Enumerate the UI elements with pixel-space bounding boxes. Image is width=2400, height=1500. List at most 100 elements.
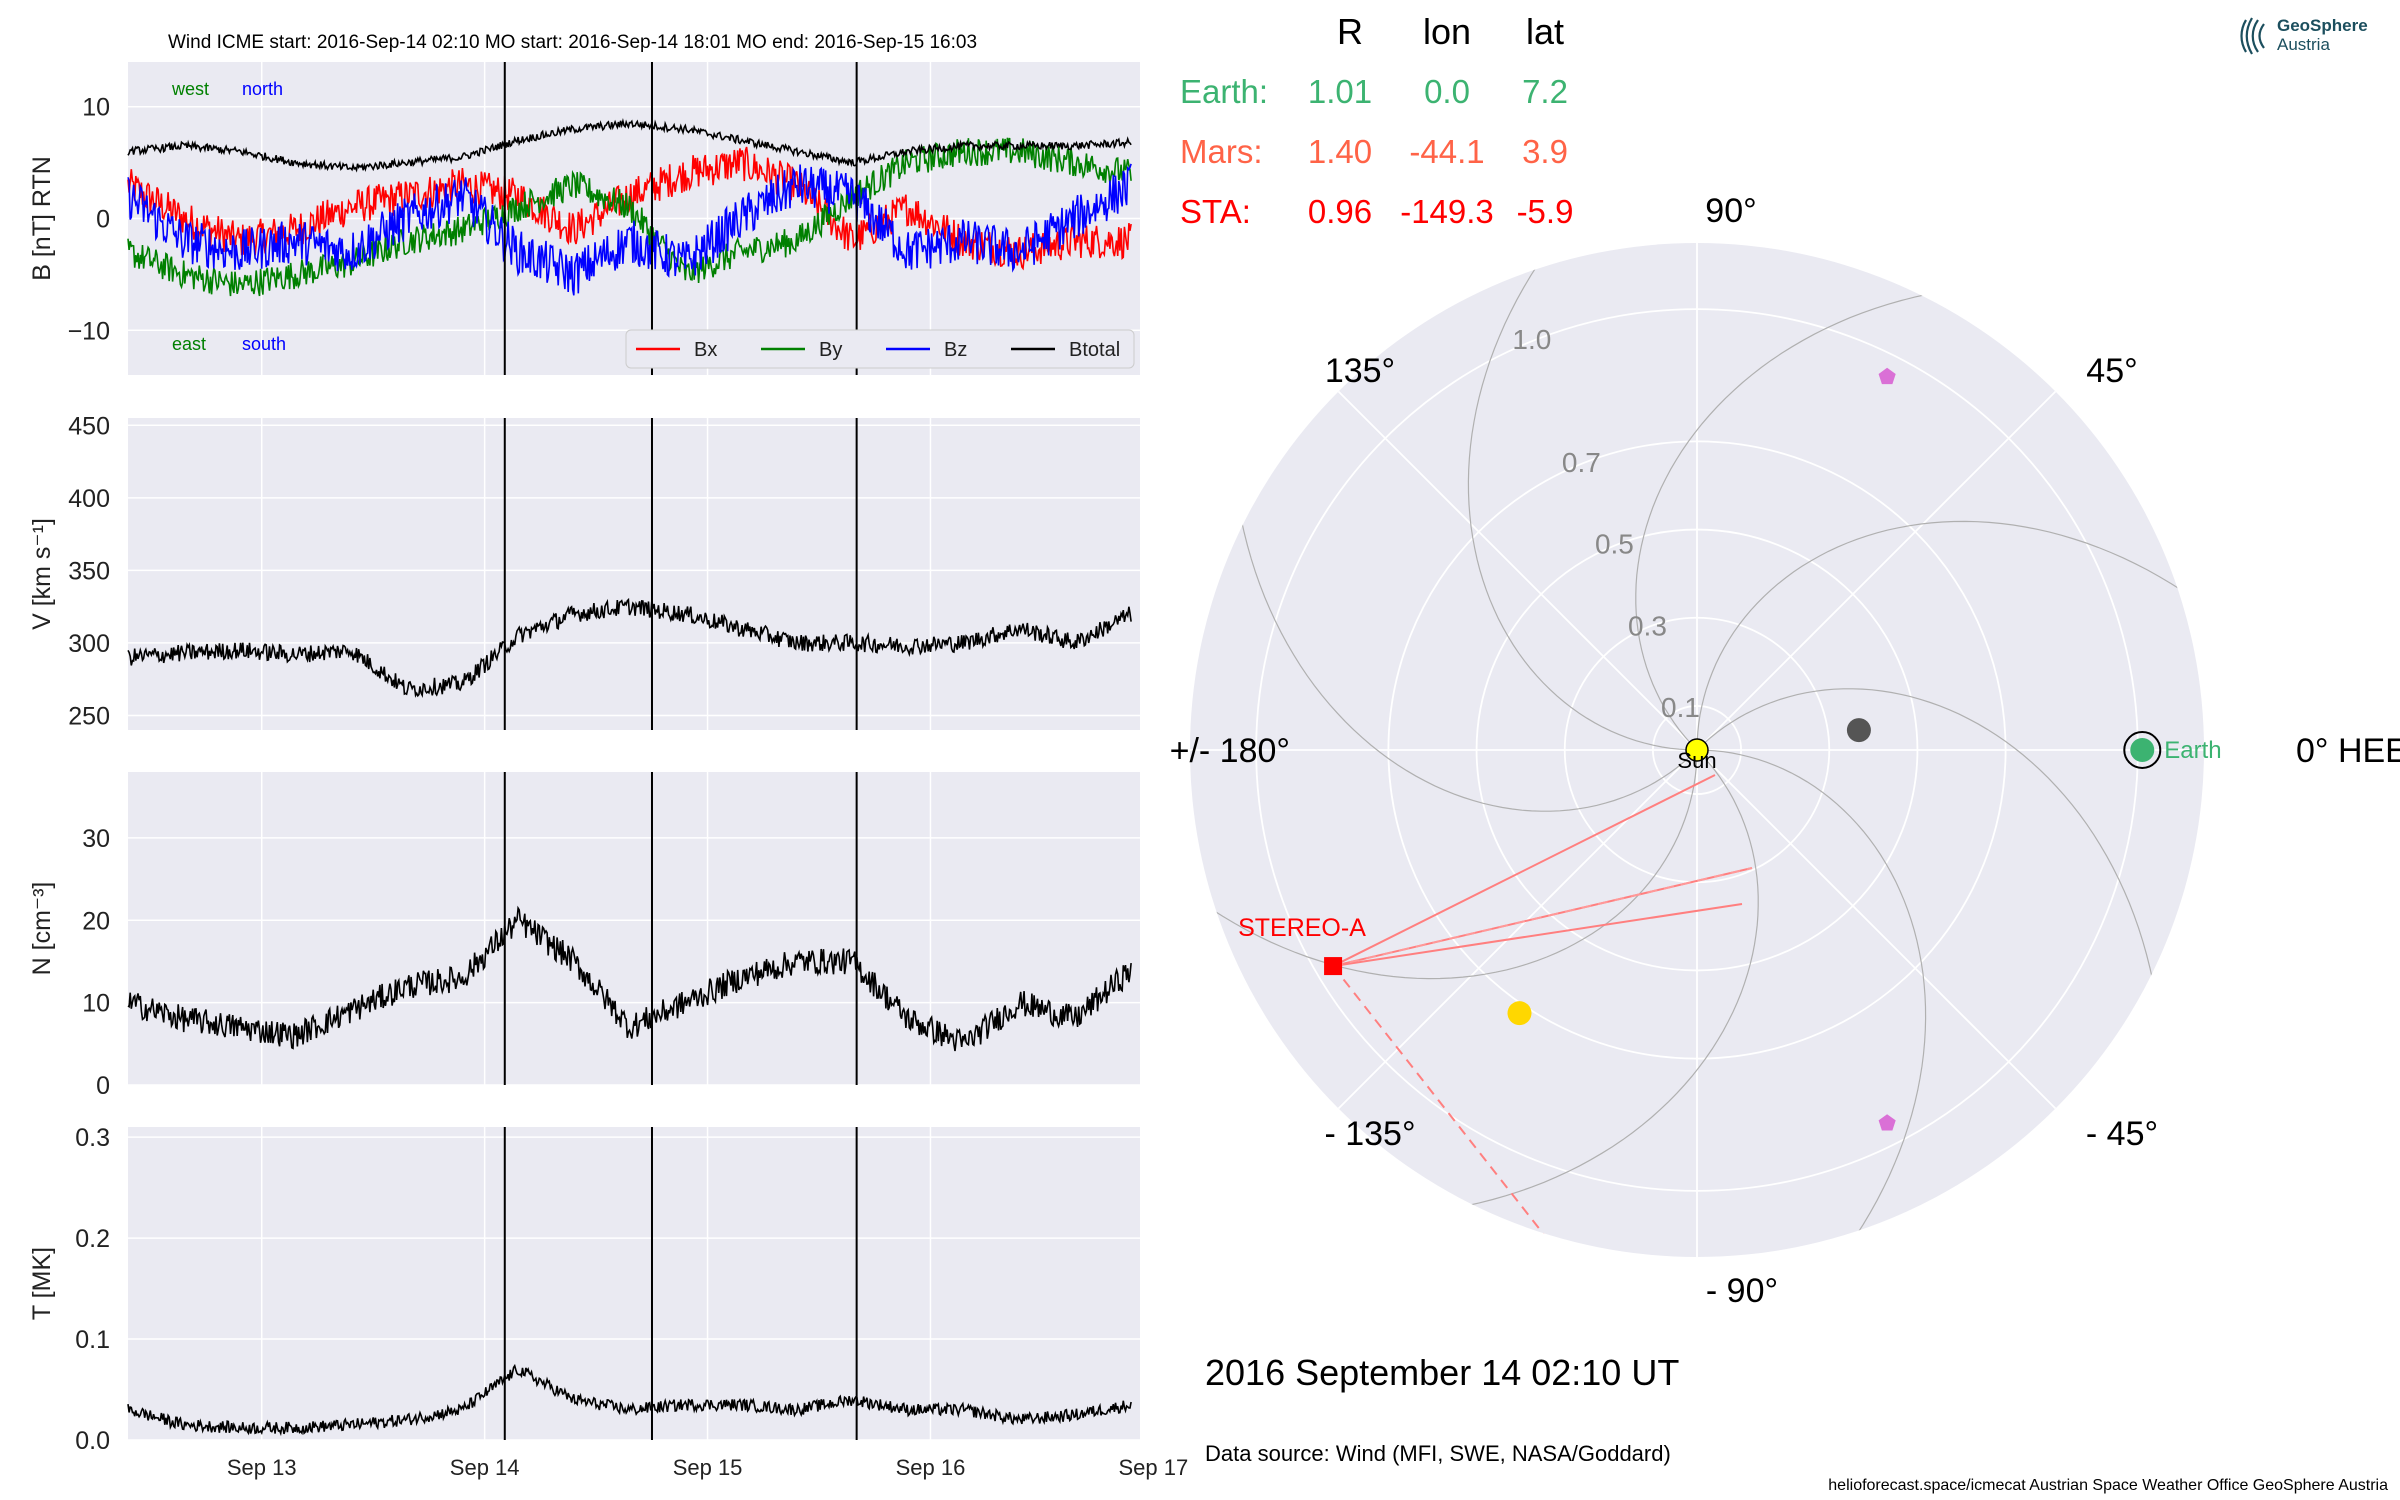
- series-line-bz: [127, 163, 1132, 296]
- radial-tick-label: 0.1: [1661, 692, 1700, 723]
- y-tick-label: 10: [82, 990, 110, 1018]
- polar-orbit-plot: 0.1 0.3 0.5 0.7 1.0 0° HEEQ 45° 90° 135° +/- 180°…: [1170, 192, 2400, 1310]
- earth-label: Earth: [2164, 737, 2221, 764]
- earth-row-r: 1.01: [1308, 73, 1372, 110]
- stereo-a-fov: [1332, 774, 1753, 1237]
- y-tick-label: 10: [82, 94, 110, 122]
- parker-spiral-line: [1696, 749, 1927, 1257]
- geosphere-logo-icon: [2240, 17, 2265, 55]
- earth-row-lon: 0.0: [1424, 73, 1470, 110]
- y-tick-label: 450: [68, 412, 110, 440]
- mars-row-lat: 3.9: [1522, 133, 1568, 170]
- venus-marker: [1507, 1001, 1532, 1026]
- angle-label: 90°: [1705, 192, 1756, 230]
- sta-row-label: STA:: [1180, 193, 1251, 230]
- parker-spiral-line: [1232, 461, 1698, 812]
- series-line-v: [127, 597, 1132, 699]
- mars-row-r: 1.40: [1308, 133, 1372, 170]
- parker-spirals: [1190, 243, 2204, 1257]
- angle-label: 45°: [2086, 352, 2137, 390]
- y-tick-label: 250: [68, 702, 110, 730]
- y-tick-label: −10: [68, 317, 110, 345]
- fov-line: [1332, 903, 1743, 968]
- y-tick-label: 0.3: [75, 1124, 110, 1152]
- angle-label: - 135°: [1324, 1115, 1415, 1153]
- annotation-east: east: [172, 334, 206, 354]
- parker-spiral-line: [1635, 285, 1986, 751]
- series-line-btotal: [127, 118, 1132, 173]
- y-tick-label: 20: [82, 907, 110, 935]
- x-tick-label: Sep 16: [896, 1455, 966, 1480]
- mars-row-label: Mars:: [1180, 133, 1263, 170]
- earth-ring: [2123, 731, 2162, 769]
- angle-label: 0° HEEQ: [2296, 732, 2400, 770]
- position-table: R lon lat Earth: 1.01 0.0 7.2 Mars: 1.40…: [1180, 11, 1573, 230]
- legend-label-btotal: Btotal: [1069, 339, 1120, 361]
- earth-row-label: Earth:: [1180, 73, 1268, 110]
- y-axis-label: N [cm⁻³]: [28, 882, 56, 976]
- plot-area: [128, 418, 1140, 730]
- series-line-n: [127, 905, 1132, 1052]
- x-tick-label: Sep 17: [1119, 1455, 1189, 1480]
- x-tick-label: Sep 15: [673, 1455, 743, 1480]
- fov-line: [1332, 965, 1546, 1237]
- stereo-a-label: STEREO-A: [1238, 914, 1366, 942]
- sun-marker: [1685, 738, 1709, 762]
- y-axis-label: T [MK]: [28, 1247, 56, 1320]
- magnetic-field-panel: 10 0 −10 B [nT] RTN west north east south Bx By Bz…: [28, 62, 1155, 375]
- data-source-label: Data source: Wind (MFI, SWE, NASA/Goddar…: [1205, 1441, 1671, 1466]
- sta-row-lat: -5.9: [1517, 193, 1574, 230]
- temperature-panel: 0.3 0.2 0.1 0.0 T [MK] Sep 13 Sep 14 Sep 15 Sep …: [28, 1124, 1188, 1480]
- x-tick-label: Sep 13: [227, 1455, 297, 1480]
- y-tick-label: 0.0: [75, 1427, 110, 1455]
- parker-spiral-line: [1408, 749, 1759, 1215]
- radial-tick-label: 1.0: [1512, 324, 1551, 355]
- legend-label-bx: Bx: [694, 339, 717, 361]
- sun-label: Sun: [1677, 748, 1716, 773]
- x-tick-label: Sep 14: [450, 1455, 520, 1480]
- angle-label: - 45°: [2086, 1115, 2158, 1153]
- parker-spiral-line: [1190, 749, 1698, 980]
- angle-label: 135°: [1325, 352, 1395, 390]
- parker-spiral-line: [1467, 243, 1698, 751]
- logo-name: GeoSphere: [2277, 16, 2368, 35]
- angle-label: +/- 180°: [1170, 732, 1290, 770]
- y-tick-label: 300: [68, 630, 110, 658]
- annotation-north: north: [242, 79, 283, 99]
- sta-row-lon: -149.3: [1400, 193, 1494, 230]
- mars-row-lon: -44.1: [1409, 133, 1484, 170]
- logo-subtitle: Austria: [2277, 35, 2330, 54]
- y-tick-label: 400: [68, 485, 110, 513]
- angle-label: - 90°: [1706, 1272, 1778, 1310]
- sta-row-r: 0.96: [1308, 193, 1372, 230]
- legend: Bx By Bz Btotal: [625, 329, 1135, 369]
- legend-label-bz: Bz: [944, 339, 967, 361]
- y-tick-label: 0: [96, 206, 110, 234]
- mercury-marker: [1846, 718, 1871, 743]
- speed-panel: 450 400 350 300 250 V [km s⁻¹]: [28, 412, 1155, 730]
- stereo-a-marker: [1324, 957, 1343, 976]
- radial-tick-label: 0.7: [1562, 447, 1601, 478]
- fov-dashed-line: [1332, 867, 1753, 968]
- spacecraft-pentagon-marker: [1878, 1114, 1896, 1131]
- y-tick-label: 30: [82, 825, 110, 853]
- angular-gridline: [1696, 390, 2057, 751]
- table-header-lat: lat: [1526, 11, 1564, 52]
- parker-spiral-line: [1696, 520, 2204, 751]
- radial-tick-label: 0.3: [1628, 610, 1667, 641]
- earth-marker: [2130, 738, 2155, 762]
- credits-label: helioforecast.space/icmecat Austrian Spa…: [1828, 1477, 2388, 1494]
- density-panel: 30 20 10 0 N [cm⁻³]: [28, 772, 1155, 1100]
- y-axis-label: B [nT] RTN: [28, 156, 56, 281]
- y-tick-label: 0.2: [75, 1225, 110, 1253]
- radial-tick-label: 0.5: [1595, 529, 1634, 560]
- spacecraft-pentagon-marker: [1878, 367, 1896, 385]
- datetime-label: 2016 September 14 02:10 UT: [1205, 1352, 1679, 1393]
- y-tick-label: 350: [68, 557, 110, 585]
- plot-area: [128, 1127, 1140, 1440]
- annotation-south: south: [242, 334, 286, 354]
- figure-title: Wind ICME start: 2016-Sep-14 02:10 MO st…: [168, 32, 977, 53]
- fov-line: [1332, 774, 1716, 967]
- table-header-r: R: [1337, 11, 1363, 52]
